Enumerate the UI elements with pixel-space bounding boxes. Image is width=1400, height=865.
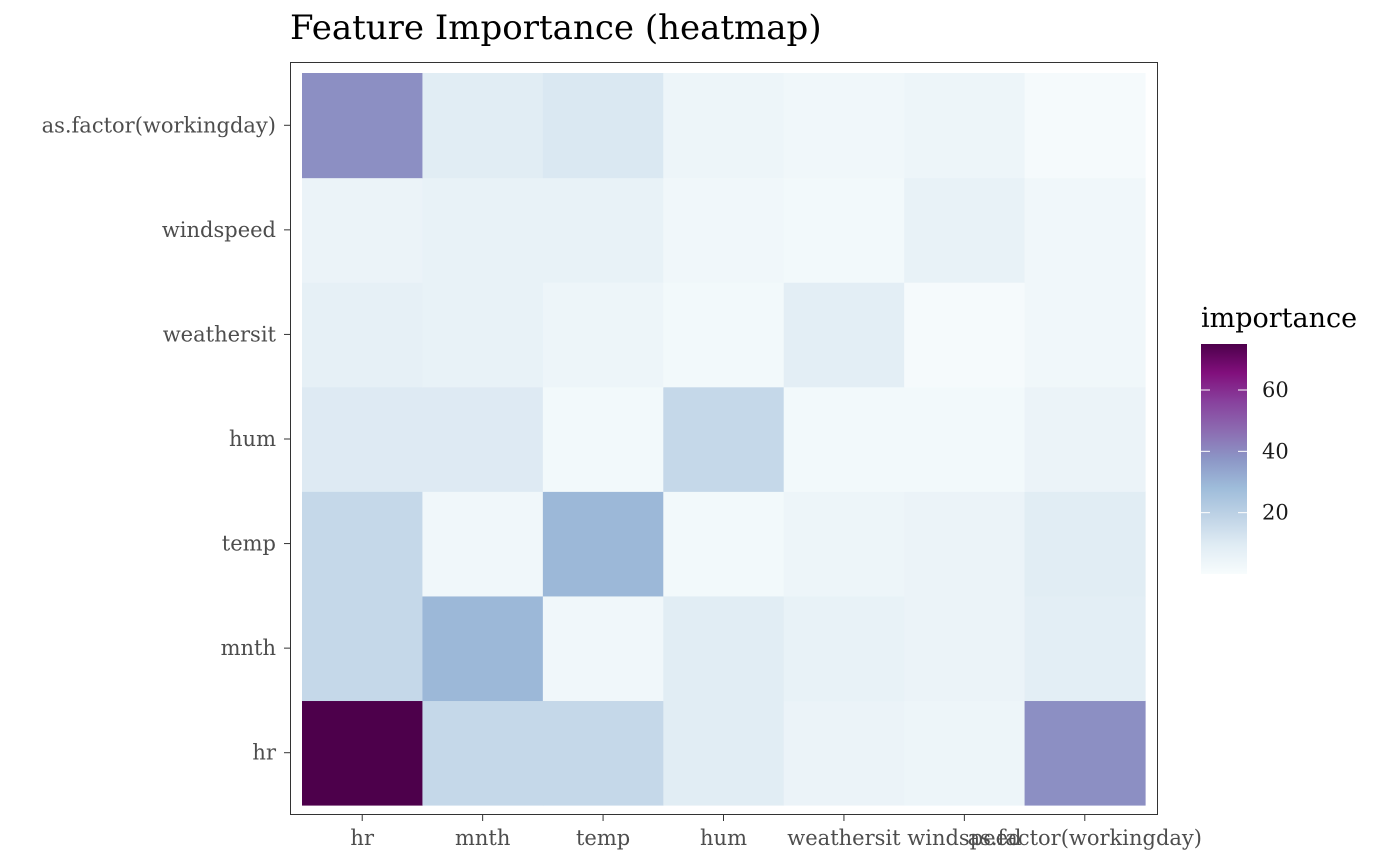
heatmap-cell	[542, 177, 664, 283]
heatmap-cell	[904, 491, 1026, 597]
x-tick-label: hr	[350, 826, 375, 850]
heatmap-cell	[422, 177, 544, 283]
heatmap-cell	[1024, 386, 1146, 492]
y-axis: hr mnth temp hum weathersit windspeed as.facto…	[42, 113, 290, 765]
chart-title: Feature Importance (heatmap)	[290, 8, 822, 48]
x-tick-label: temp	[576, 826, 630, 850]
x-axis: hr mnth temp hum weathersit windspeedas.facto…	[350, 815, 1202, 850]
heatmap-cell	[783, 491, 905, 597]
legend-tick-label: 40	[1262, 439, 1289, 463]
x-tick-label: mnth	[455, 826, 510, 850]
heatmap-cell	[783, 386, 905, 492]
y-tick-label: hum	[229, 427, 276, 451]
heatmap-cell	[422, 491, 544, 597]
heatmap-cell	[904, 595, 1026, 702]
heatmap-cell	[663, 73, 785, 179]
heatmap-cell	[663, 386, 785, 492]
heatmap-cell	[1024, 491, 1146, 597]
legend-tick-label: 60	[1262, 378, 1289, 402]
heatmap-cell	[663, 282, 785, 388]
heatmap-cell	[904, 73, 1026, 179]
heatmap-cells	[302, 73, 1146, 806]
heatmap-cell	[302, 386, 424, 492]
panel-border	[290, 62, 1158, 815]
heatmap-cell	[422, 73, 544, 179]
heatmap-cell	[1024, 282, 1146, 388]
heatmap-cell	[422, 700, 544, 806]
heatmap-cell	[422, 595, 544, 702]
heatmap-cell	[302, 700, 424, 806]
heatmap-cell	[422, 282, 544, 388]
heatmap-cell	[302, 177, 424, 283]
heatmap-cell	[302, 491, 424, 597]
heatmap-cell	[904, 386, 1026, 492]
heatmap-cell	[302, 282, 424, 388]
x-tick-label: as.factor(workingday)	[968, 826, 1202, 850]
heatmap-cell	[904, 700, 1026, 806]
x-tick-label: hum	[700, 826, 747, 850]
heatmap-cell	[422, 386, 544, 492]
heatmap-cell	[663, 595, 785, 702]
heatmap-cell	[1024, 700, 1146, 806]
heatmap-cell	[302, 73, 424, 179]
heatmap-cell	[663, 491, 785, 597]
heatmap-cell	[783, 282, 905, 388]
heatmap-cell	[302, 595, 424, 702]
heatmap-cell	[904, 177, 1026, 283]
heatmap-cell	[1024, 73, 1146, 179]
heatmap-cell	[1024, 595, 1146, 702]
heatmap-cell	[783, 177, 905, 283]
heatmap-cell	[542, 282, 664, 388]
y-tick-label: temp	[222, 532, 276, 556]
heatmap-cell	[542, 73, 664, 179]
legend-title: importance	[1201, 303, 1357, 334]
legend-tick-label: 20	[1262, 501, 1289, 525]
heatmap-cell	[663, 700, 785, 806]
heatmap-cell	[542, 595, 664, 702]
heatmap-cell	[904, 282, 1026, 388]
heatmap-cell	[542, 491, 664, 597]
y-tick-label: weathersit	[163, 322, 277, 346]
legend: importance 20 40 60	[1201, 303, 1357, 574]
heatmap-cell	[1024, 177, 1146, 283]
x-tick-label: weathersit	[787, 826, 901, 850]
heatmap-cell	[663, 177, 785, 283]
legend-colorbar	[1201, 344, 1247, 574]
heatmap-cell	[783, 73, 905, 179]
heatmap-cell	[542, 386, 664, 492]
y-tick-label: hr	[252, 741, 277, 765]
heatmap-cell	[783, 700, 905, 806]
heatmap-cell	[542, 700, 664, 806]
x-tick-label: windspeed	[907, 826, 1021, 850]
y-tick-label: as.factor(workingday)	[42, 113, 276, 137]
y-tick-label: windspeed	[162, 218, 276, 242]
heatmap-cell	[783, 595, 905, 702]
y-tick-label: mnth	[221, 636, 276, 660]
